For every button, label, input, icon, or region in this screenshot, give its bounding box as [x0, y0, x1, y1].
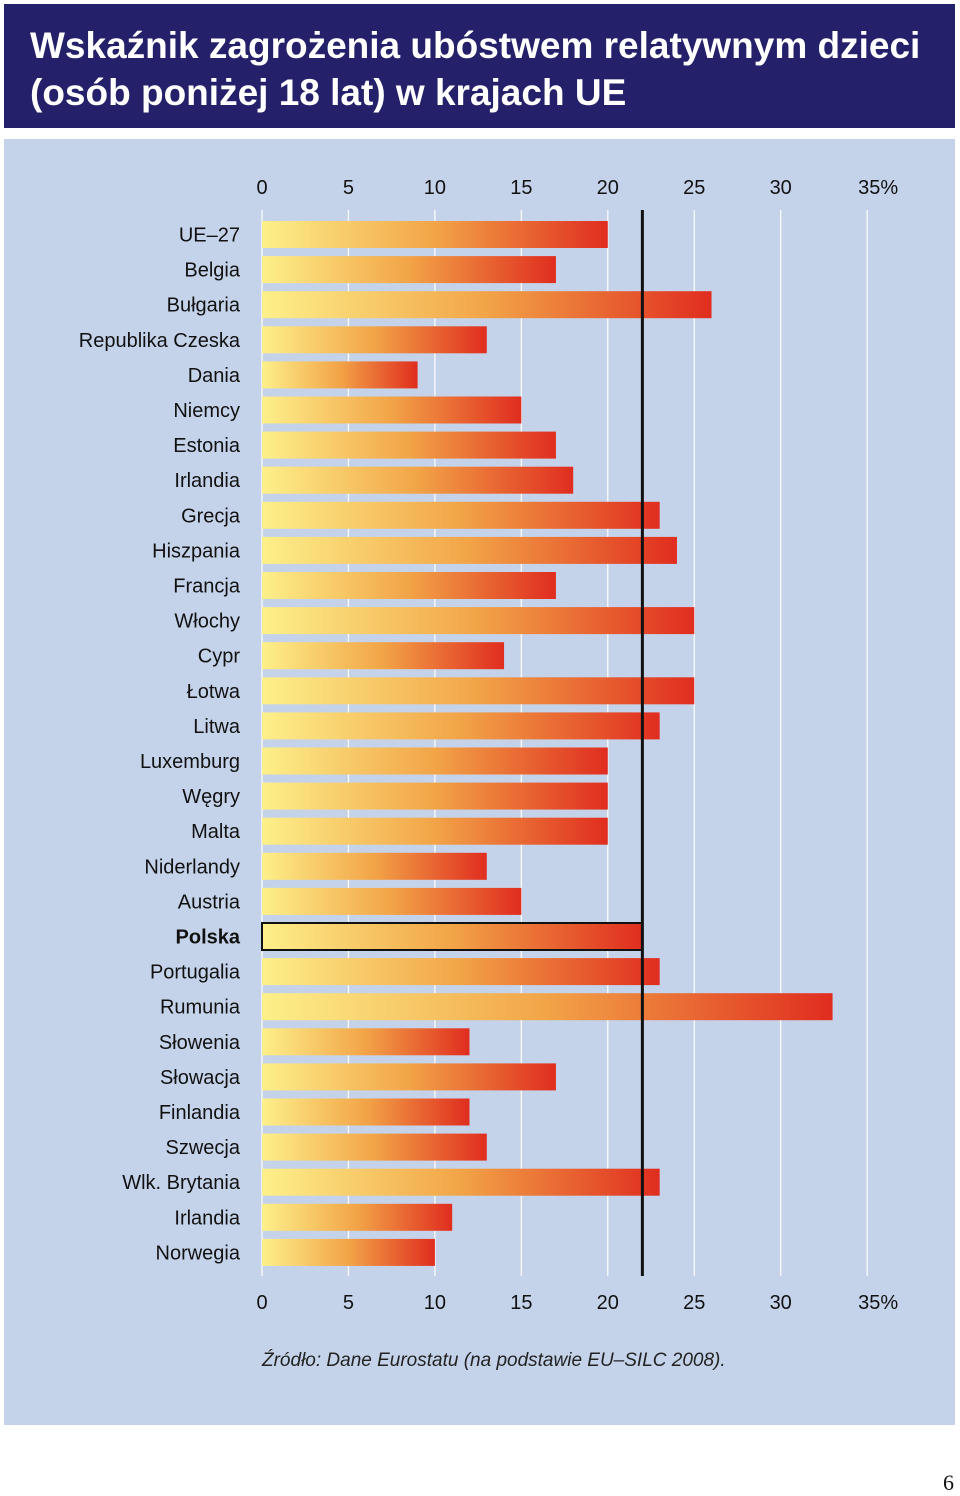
category-label: Włochy	[174, 611, 240, 633]
bar	[262, 1028, 470, 1056]
bar	[262, 887, 522, 915]
category-label: Belgia	[184, 260, 240, 282]
bar	[262, 782, 608, 810]
bar	[262, 466, 574, 494]
tick-label: 25	[683, 177, 705, 199]
category-label: Niemcy	[173, 400, 240, 422]
bar	[262, 361, 418, 389]
bar	[262, 677, 695, 705]
category-label: Dania	[188, 365, 241, 387]
category-label: Republika Czeska	[79, 330, 241, 352]
bar	[262, 852, 487, 880]
bar	[262, 572, 556, 599]
title-banner: Wskaźnik zagrożenia ubóstwem relatywnym …	[4, 4, 955, 128]
category-label: Szwecja	[166, 1137, 241, 1159]
category-label: Finlandia	[159, 1102, 241, 1124]
tick-label: 20	[597, 1292, 619, 1314]
chart-panel	[4, 139, 955, 1425]
category-label: Luxemburg	[140, 751, 240, 773]
bar	[262, 817, 608, 845]
tick-label: 10	[424, 177, 446, 199]
chart-title: Wskaźnik zagrożenia ubóstwem relatywnym …	[30, 25, 921, 113]
category-label: Słowenia	[159, 1032, 241, 1054]
tick-label: 0	[256, 177, 267, 199]
category-label: Cypr	[198, 646, 241, 668]
category-label: Irlandia	[174, 1207, 240, 1229]
bar	[262, 1238, 435, 1266]
tick-label: 5	[343, 177, 354, 199]
bar	[262, 642, 505, 670]
tick-label: 15	[510, 177, 532, 199]
bar	[262, 1203, 453, 1231]
tick-label: 20	[597, 177, 619, 199]
category-label: Irlandia	[174, 470, 240, 492]
tick-label: 25	[683, 1292, 705, 1314]
category-label: Portugalia	[150, 962, 241, 984]
tick-label: 35%	[858, 1292, 898, 1314]
category-label: Hiszpania	[152, 540, 241, 562]
category-label: Wlk. Brytania	[122, 1172, 241, 1194]
source-note: Źródło: Dane Eurostatu (na podstawie EU–…	[262, 1350, 726, 1371]
category-label: Słowacja	[160, 1067, 241, 1089]
category-label: Estonia	[173, 435, 241, 457]
bar	[262, 747, 608, 775]
page-number: 6	[943, 1470, 954, 1495]
bar	[262, 396, 522, 424]
tick-label: 15	[510, 1292, 532, 1314]
tick-label: 10	[424, 1292, 446, 1314]
bar	[262, 958, 660, 986]
bar	[262, 326, 487, 354]
category-label: Polska	[176, 927, 241, 949]
tick-label: 0	[256, 1292, 267, 1314]
bar	[262, 256, 556, 284]
bar	[262, 993, 833, 1021]
category-label: Litwa	[193, 716, 241, 738]
category-label: Malta	[191, 821, 241, 843]
category-label: Grecja	[181, 505, 241, 527]
bar	[262, 1133, 487, 1161]
category-label: Węgry	[182, 786, 240, 808]
category-label: Łotwa	[187, 681, 241, 703]
axis-ticks: 0 0 5 5 10 10 15 15 20 20 25 25 30 30 35% 35%	[256, 177, 898, 1314]
bar	[262, 607, 695, 635]
category-label: Niderlandy	[144, 856, 240, 878]
tick-label: 35%	[858, 177, 898, 199]
category-label: Rumunia	[160, 997, 241, 1019]
bar	[261, 922, 644, 951]
tick-label: 30	[770, 177, 792, 199]
tick-label: 5	[343, 1292, 354, 1314]
category-label: UE–27	[179, 225, 240, 247]
bar	[262, 221, 608, 248]
tick-label: 30	[770, 1292, 792, 1314]
gridlines	[261, 210, 868, 1276]
category-label: Francja	[173, 576, 241, 598]
category-label: Norwegia	[156, 1242, 241, 1264]
bar	[262, 1098, 470, 1126]
category-labels: UE–27 Belgia Bułgaria Republika Czeska Dania…	[79, 225, 241, 1265]
category-label: Austria	[178, 891, 241, 913]
bars	[261, 221, 833, 1266]
bar	[262, 1168, 660, 1196]
bar	[262, 501, 660, 529]
category-label: Bułgaria	[167, 295, 241, 317]
bar	[262, 712, 660, 740]
bar	[262, 291, 712, 319]
bar	[262, 431, 556, 459]
bar	[262, 536, 677, 564]
bar	[262, 1063, 556, 1091]
